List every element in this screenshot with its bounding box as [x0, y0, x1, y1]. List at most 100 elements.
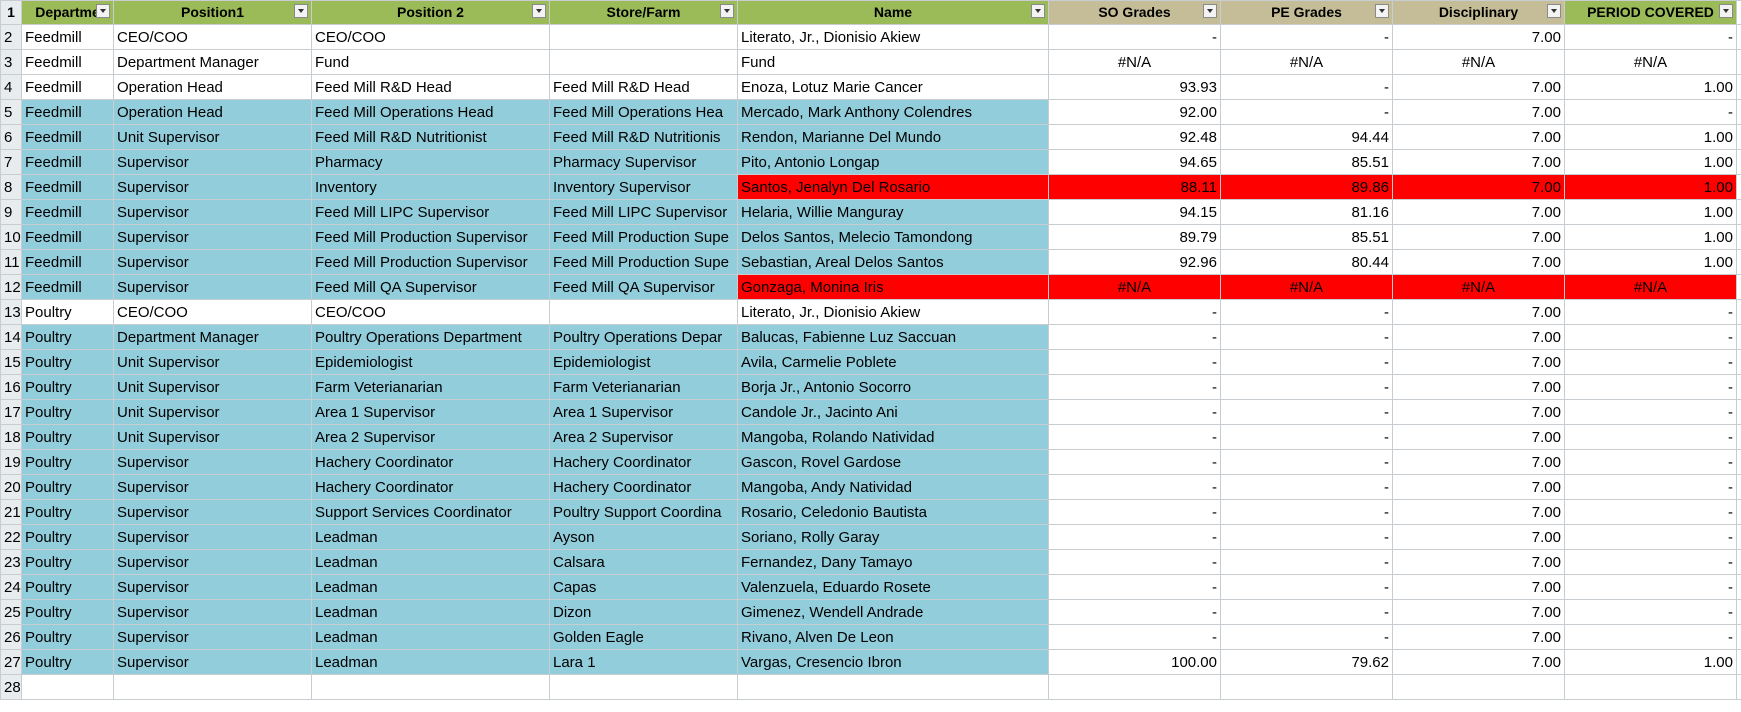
cell-so-grades[interactable]: -: [1048, 424, 1221, 450]
cell-disciplinary[interactable]: 7.00: [1392, 374, 1565, 400]
cell-position1[interactable]: Supervisor: [113, 199, 312, 225]
cell-pe-grades[interactable]: -: [1220, 599, 1393, 625]
cell-position1[interactable]: Supervisor: [113, 574, 312, 600]
cell-position2[interactable]: Feed Mill Production Supervisor: [311, 249, 550, 275]
cell-period-covered[interactable]: #N/A: [1564, 274, 1737, 300]
cell-period-covered[interactable]: -: [1564, 624, 1737, 650]
cell-pe-grades[interactable]: -: [1220, 349, 1393, 375]
row-number[interactable]: 17: [0, 399, 22, 425]
cell-store-farm[interactable]: Feed Mill R&D Head: [549, 74, 738, 100]
cell-store-farm[interactable]: Inventory Supervisor: [549, 174, 738, 200]
cell-department[interactable]: Feedmill: [21, 174, 114, 200]
cell-position2[interactable]: Inventory: [311, 174, 550, 200]
cell-position2[interactable]: Poultry Operations Department: [311, 324, 550, 350]
row-number[interactable]: 26: [0, 624, 22, 650]
cell-position1[interactable]: Supervisor: [113, 224, 312, 250]
chevron-down-icon[interactable]: [1031, 4, 1045, 18]
cell-pe-grades[interactable]: #N/A: [1220, 49, 1393, 75]
cell-period-covered[interactable]: -: [1564, 349, 1737, 375]
cell-next-column[interactable]: [1736, 49, 1741, 75]
cell-position2[interactable]: Feed Mill R&D Head: [311, 74, 550, 100]
cell-pe-grades[interactable]: -: [1220, 324, 1393, 350]
cell-position1[interactable]: CEO/COO: [113, 299, 312, 325]
cell-so-grades[interactable]: -: [1048, 499, 1221, 525]
cell-disciplinary[interactable]: 7.00: [1392, 299, 1565, 325]
cell-so-grades[interactable]: 93.93: [1048, 74, 1221, 100]
cell-next-column[interactable]: [1736, 124, 1741, 150]
cell-position1[interactable]: Supervisor: [113, 524, 312, 550]
cell-so-grades[interactable]: 94.15: [1048, 199, 1221, 225]
row-number[interactable]: 15: [0, 349, 22, 375]
cell-store-farm[interactable]: Feed Mill Operations Hea: [549, 99, 738, 125]
cell-so-grades[interactable]: 89.79: [1048, 224, 1221, 250]
cell-store-farm[interactable]: Dizon: [549, 599, 738, 625]
column-header-disciplinary[interactable]: Disciplinary: [1392, 0, 1565, 25]
cell-name[interactable]: Vargas, Cresencio Ibron: [737, 649, 1049, 675]
cell-pe-grades[interactable]: 80.44: [1220, 249, 1393, 275]
cell-period-covered[interactable]: -: [1564, 574, 1737, 600]
cell-position1[interactable]: Unit Supervisor: [113, 424, 312, 450]
cell-period-covered[interactable]: -: [1564, 524, 1737, 550]
cell-next-column[interactable]: [1736, 199, 1741, 225]
cell-position1[interactable]: CEO/COO: [113, 24, 312, 50]
cell-name[interactable]: Rosario, Celedonio Bautista: [737, 499, 1049, 525]
cell-pe-grades[interactable]: -: [1220, 499, 1393, 525]
row-number[interactable]: 3: [0, 49, 22, 75]
cell-pe-grades[interactable]: #N/A: [1220, 274, 1393, 300]
cell-name[interactable]: Gascon, Rovel Gardose: [737, 449, 1049, 475]
cell-name[interactable]: Fernandez, Dany Tamayo: [737, 549, 1049, 575]
cell-position1[interactable]: Supervisor: [113, 249, 312, 275]
cell-name[interactable]: Enoza, Lotuz Marie Cancer: [737, 74, 1049, 100]
row-number[interactable]: 5: [0, 99, 22, 125]
cell-next-column[interactable]: [1736, 524, 1741, 550]
cell-department[interactable]: Feedmill: [21, 199, 114, 225]
cell-department[interactable]: Feedmill: [21, 249, 114, 275]
cell-position1[interactable]: Unit Supervisor: [113, 349, 312, 375]
cell-so-grades[interactable]: [1048, 674, 1221, 700]
chevron-down-icon[interactable]: [720, 4, 734, 18]
cell-department[interactable]: Poultry: [21, 499, 114, 525]
cell-next-column[interactable]: [1736, 74, 1741, 100]
cell-so-grades[interactable]: 92.48: [1048, 124, 1221, 150]
cell-so-grades[interactable]: -: [1048, 324, 1221, 350]
cell-name[interactable]: Sebastian, Areal Delos Santos: [737, 249, 1049, 275]
cell-department[interactable]: Poultry: [21, 374, 114, 400]
cell-so-grades[interactable]: -: [1048, 449, 1221, 475]
chevron-down-icon[interactable]: [1203, 4, 1217, 18]
cell-next-column[interactable]: [1736, 399, 1741, 425]
cell-store-farm[interactable]: Feed Mill LIPC Supervisor: [549, 199, 738, 225]
cell-store-farm[interactable]: Feed Mill QA Supervisor: [549, 274, 738, 300]
cell-position2[interactable]: Hachery Coordinator: [311, 474, 550, 500]
cell-period-covered[interactable]: 1.00: [1564, 74, 1737, 100]
cell-department[interactable]: Feedmill: [21, 124, 114, 150]
cell-period-covered[interactable]: 1.00: [1564, 199, 1737, 225]
cell-position1[interactable]: Supervisor: [113, 624, 312, 650]
cell-store-farm[interactable]: Pharmacy Supervisor: [549, 149, 738, 175]
cell-name[interactable]: Helaria, Willie Manguray: [737, 199, 1049, 225]
cell-position1[interactable]: Operation Head: [113, 99, 312, 125]
cell-position1[interactable]: Supervisor: [113, 599, 312, 625]
column-header-so-grades[interactable]: SO Grades: [1048, 0, 1221, 25]
cell-position2[interactable]: Feed Mill QA Supervisor: [311, 274, 550, 300]
cell-store-farm[interactable]: Feed Mill R&D Nutritionis: [549, 124, 738, 150]
cell-disciplinary[interactable]: 7.00: [1392, 424, 1565, 450]
row-number[interactable]: 12: [0, 274, 22, 300]
column-header-position2[interactable]: Position 2: [311, 0, 550, 25]
cell-disciplinary[interactable]: 7.00: [1392, 449, 1565, 475]
row-number[interactable]: 21: [0, 499, 22, 525]
cell-next-column[interactable]: [1736, 99, 1741, 125]
cell-department[interactable]: Feedmill: [21, 74, 114, 100]
row-number[interactable]: 25: [0, 599, 22, 625]
cell-next-column[interactable]: [1736, 249, 1741, 275]
cell-name[interactable]: Mangoba, Rolando Natividad: [737, 424, 1049, 450]
cell-position2[interactable]: Hachery Coordinator: [311, 449, 550, 475]
cell-department[interactable]: Poultry: [21, 449, 114, 475]
cell-so-grades[interactable]: 92.96: [1048, 249, 1221, 275]
cell-period-covered[interactable]: 1.00: [1564, 249, 1737, 275]
cell-disciplinary[interactable]: 7.00: [1392, 624, 1565, 650]
cell-name[interactable]: Santos, Jenalyn Del Rosario: [737, 174, 1049, 200]
cell-name[interactable]: Delos Santos, Melecio Tamondong: [737, 224, 1049, 250]
cell-name[interactable]: Mangoba, Andy Natividad: [737, 474, 1049, 500]
row-number[interactable]: 24: [0, 574, 22, 600]
column-header-store-farm[interactable]: Store/Farm: [549, 0, 738, 25]
